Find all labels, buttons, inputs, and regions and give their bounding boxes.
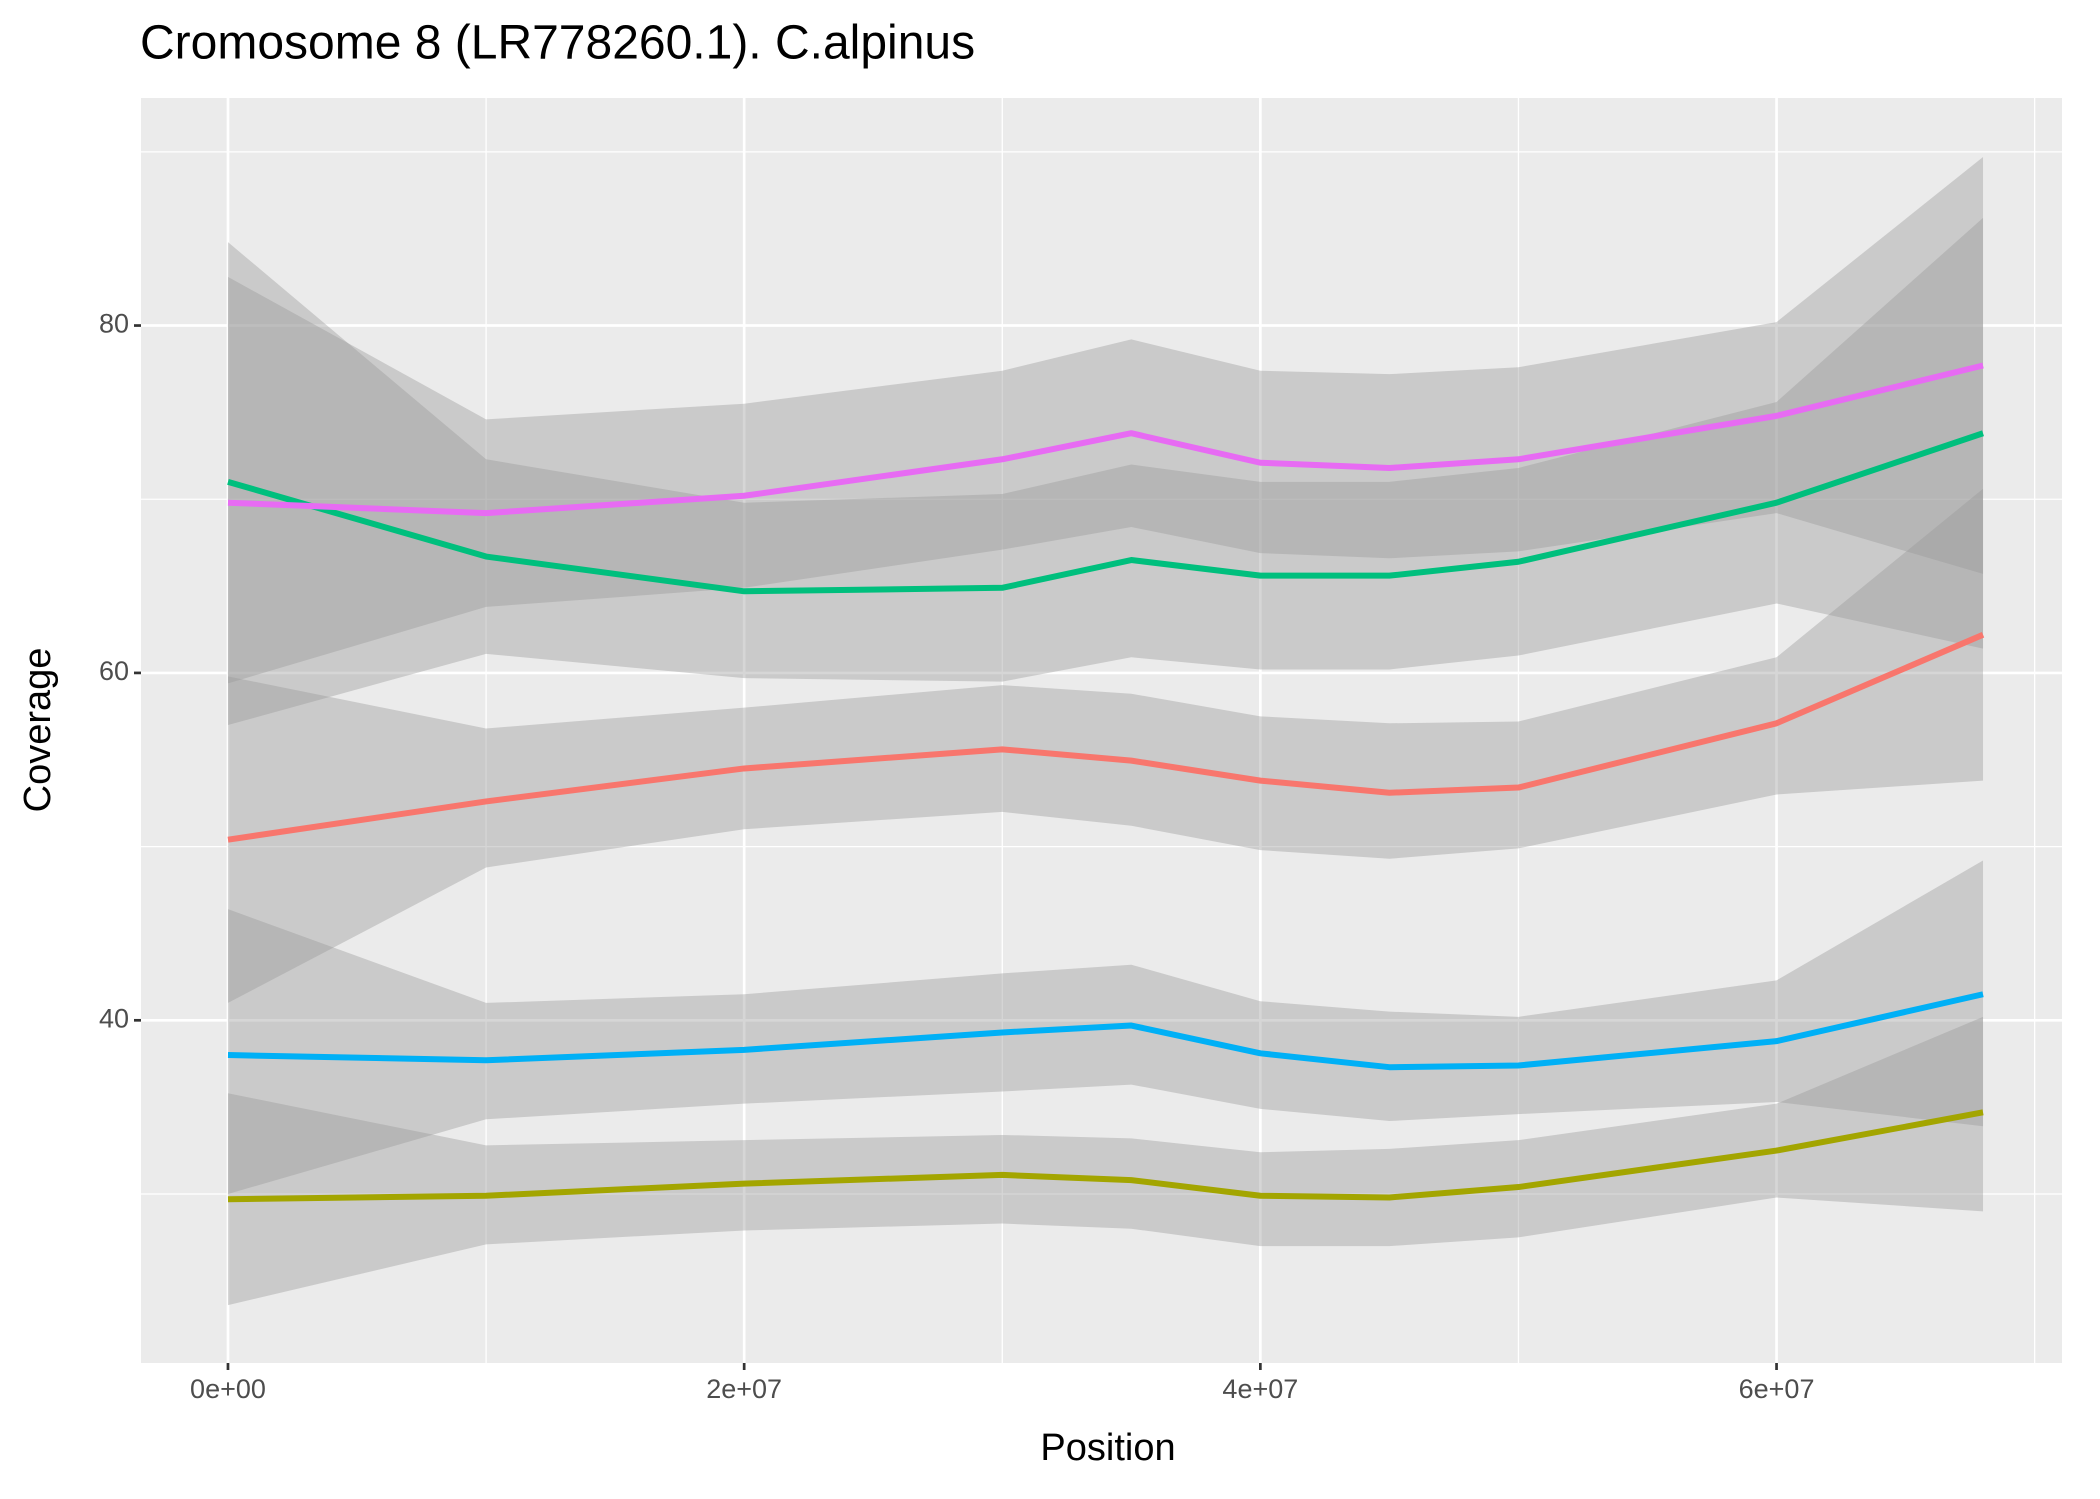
confidence-band [227,1016,1984,1306]
x-tick-label: 6e+07 [1739,1374,1815,1404]
x-tick-label: 0e+00 [190,1374,266,1404]
smooth-line [227,991,1984,1071]
y-axis-label: Coverage [17,648,59,813]
smooth-line [227,1109,1984,1203]
confidence-band [227,488,1984,1003]
confidence-band [227,217,1984,726]
y-tick-label: 40 [99,1003,129,1033]
chart-title: Cromosome 8 (LR778260.1). C.alpinus [140,17,975,70]
x-tick-label: 2e+07 [706,1374,782,1404]
y-tick-label: 60 [99,656,129,686]
confidence-band [227,157,1984,684]
smooth-line [227,430,1984,595]
x-tick-label: 4e+07 [1222,1374,1298,1404]
smooth-line [227,362,1984,517]
y-tick-label: 80 [99,309,129,339]
smooth-line [227,631,1985,843]
x-axis-label: Position [1040,1427,1175,1469]
